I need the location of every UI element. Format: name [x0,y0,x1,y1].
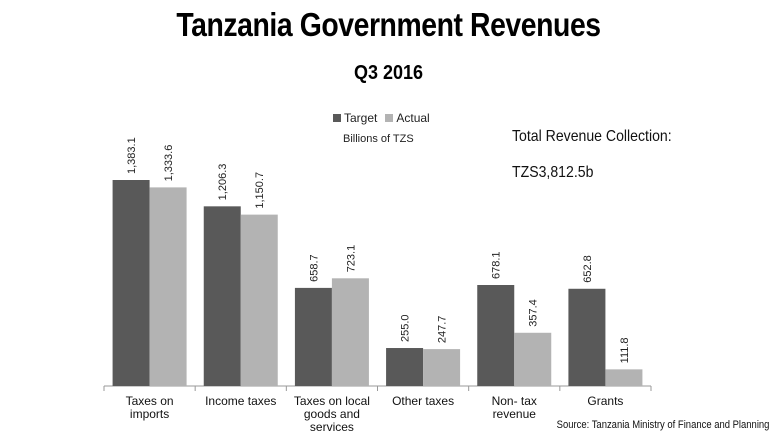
data-label-actual-0: 1,333.6 [163,145,175,182]
chart-subtitle: Q3 2016 [353,62,424,84]
category-label-0: Taxes on [126,394,174,408]
category-label-2: Taxes on local [294,394,370,408]
category-label-2: services [310,420,354,434]
data-label-target-3: 255.0 [400,314,412,342]
bar-target-4 [477,285,515,386]
bar-actual-1 [240,214,278,386]
bar-target-0 [112,180,150,386]
bar-actual-2 [331,278,369,386]
legend-label-target: Target [344,111,378,125]
category-label-3: Other taxes [392,394,454,408]
data-label-target-2: 658.7 [308,254,320,282]
bar-target-2 [294,287,332,386]
legend-item-target: Target [333,111,377,125]
category-label-2: goods and [304,407,360,421]
legend-swatch-actual [385,114,394,122]
unit-label: Billions of TZS [343,133,414,145]
bar-actual-5 [605,369,643,386]
source-note: Source: Tanzania Ministry of Finance and… [556,419,769,431]
data-label-actual-4: 357.4 [528,299,540,327]
category-label-5: Grants [587,394,623,408]
category-label-4: revenue [493,407,537,421]
bar-actual-4 [514,332,552,386]
chart-title: Tanzania Government Revenues [176,6,601,43]
data-label-target-5: 652.8 [582,255,594,283]
category-label-4: Non- tax [492,394,537,408]
bar-actual-0 [149,187,187,386]
bar-target-3 [386,348,424,386]
legend-item-actual: Actual [385,111,430,125]
total-revenue-value: TZS3,812.5b [512,164,594,181]
data-label-actual-3: 247.7 [437,316,449,344]
data-label-target-0: 1,383.1 [126,137,138,174]
legend-swatch-target [333,114,341,122]
legend-label-actual: Actual [396,111,430,125]
data-label-target-4: 678.1 [491,251,503,279]
total-revenue-label: Total Revenue Collection: [512,128,672,145]
category-label-0: imports [130,407,169,421]
legend: Target Actual [333,111,434,125]
category-label-1: Income taxes [205,394,276,408]
bar-actual-3 [423,349,461,386]
data-label-target-1: 1,206.3 [217,164,229,201]
data-label-actual-1: 1,150.7 [254,172,266,209]
bar-target-5 [568,288,606,386]
data-label-actual-2: 723.1 [345,245,357,273]
bar-target-1 [203,206,241,386]
data-label-actual-5: 111.8 [619,337,631,363]
